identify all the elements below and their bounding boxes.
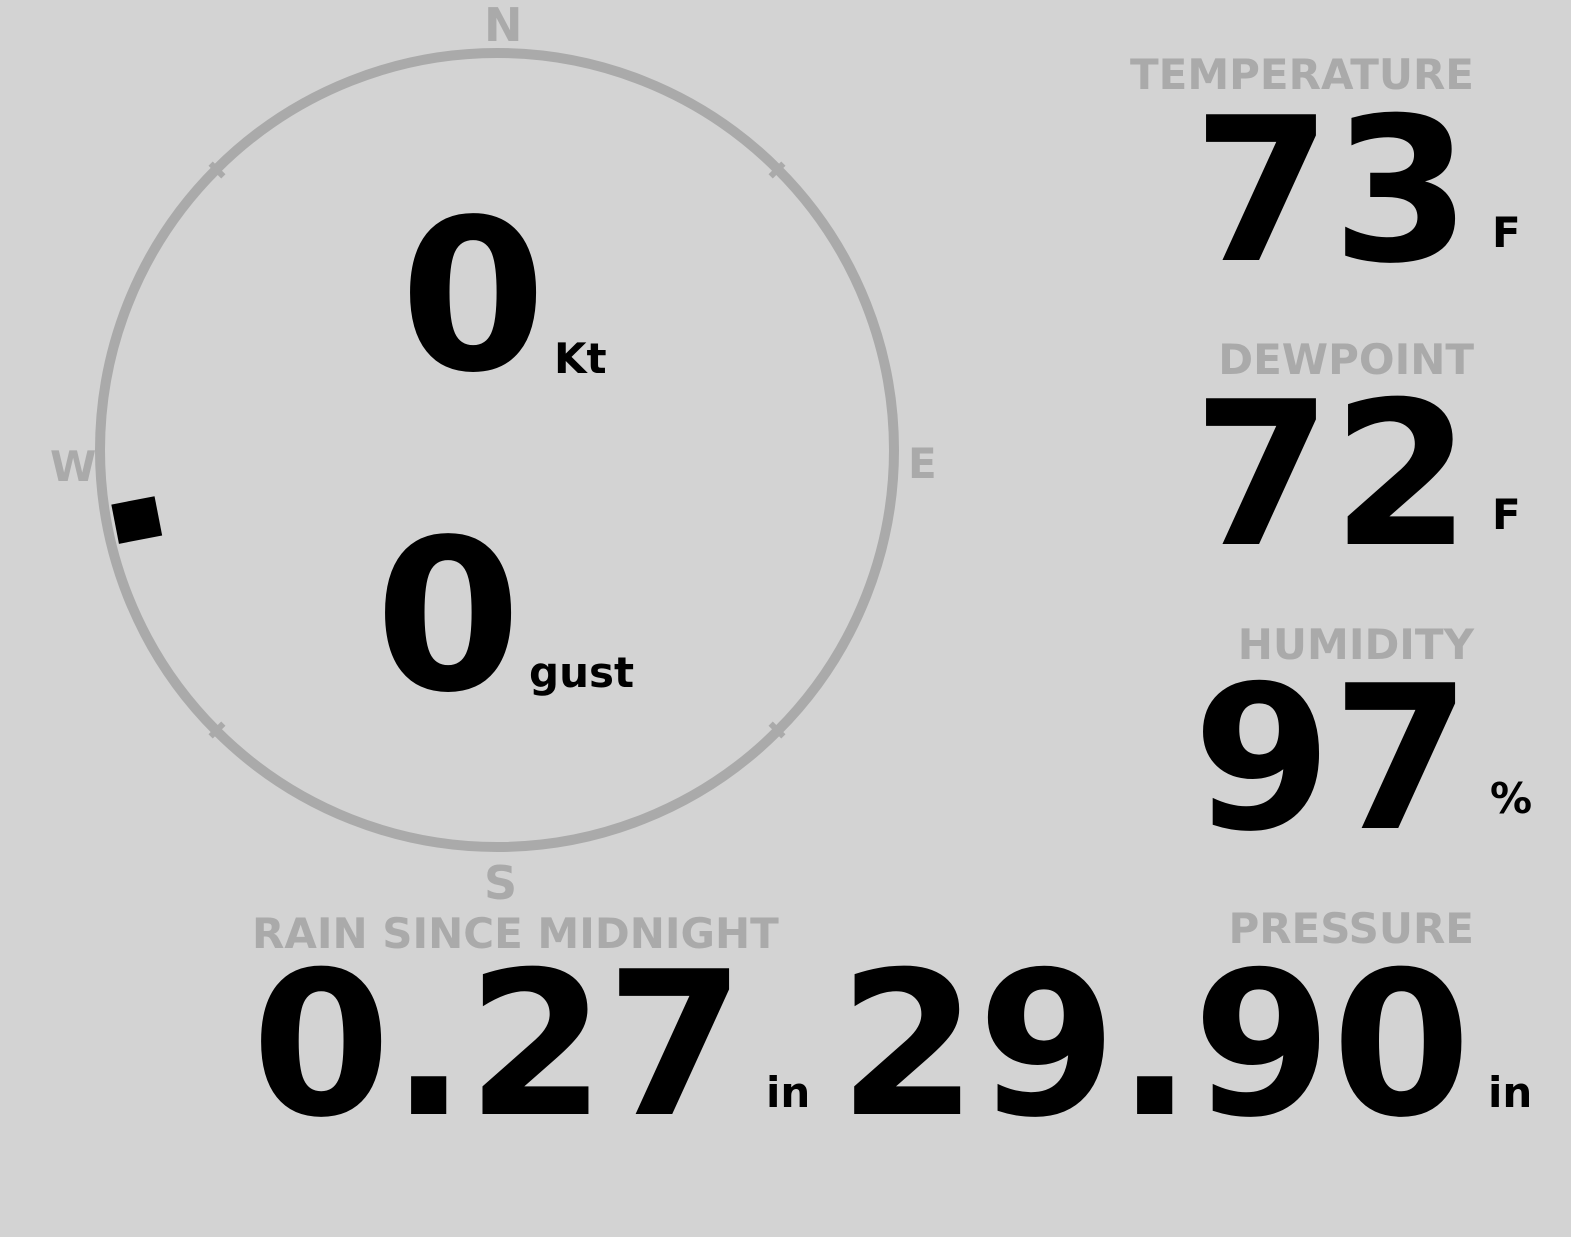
compass-south-label: S <box>484 856 518 910</box>
humidity-value: 97 <box>1192 643 1471 876</box>
compass-ring <box>95 48 899 852</box>
dewpoint-value: 72 <box>1192 359 1471 592</box>
wind-gust-unit: gust <box>529 648 635 697</box>
wind-gust-value: 0 <box>375 494 522 739</box>
dewpoint-unit: F <box>1492 490 1521 539</box>
rain-label: RAIN SINCE MIDNIGHT <box>252 909 779 958</box>
compass-north-label: N <box>484 0 523 52</box>
wind-speed-value: 0 <box>400 174 547 419</box>
humidity-unit: % <box>1490 774 1533 823</box>
compass-ticks <box>208 161 786 739</box>
pressure-unit: in <box>1488 1068 1533 1117</box>
wind-direction-pointer <box>111 496 163 544</box>
temperature-label: TEMPERATURE <box>1130 50 1474 99</box>
compass-tick <box>768 161 786 179</box>
dewpoint-label: DEWPOINT <box>1218 335 1474 384</box>
compass-tick <box>208 721 226 739</box>
pressure-value: 29.90 <box>838 929 1471 1162</box>
compass-tick <box>768 721 786 739</box>
wind-speed-unit: Kt <box>554 334 607 383</box>
temperature-value: 73 <box>1192 75 1471 308</box>
compass-tick <box>208 161 226 179</box>
rain-value: 0.27 <box>251 929 745 1162</box>
temperature-unit: F <box>1492 208 1521 257</box>
humidity-label: HUMIDITY <box>1237 620 1474 669</box>
compass-east-label: E <box>908 439 937 488</box>
rain-unit: in <box>766 1068 811 1117</box>
pressure-label: PRESSURE <box>1228 904 1474 953</box>
compass-west-label: W <box>50 442 97 491</box>
